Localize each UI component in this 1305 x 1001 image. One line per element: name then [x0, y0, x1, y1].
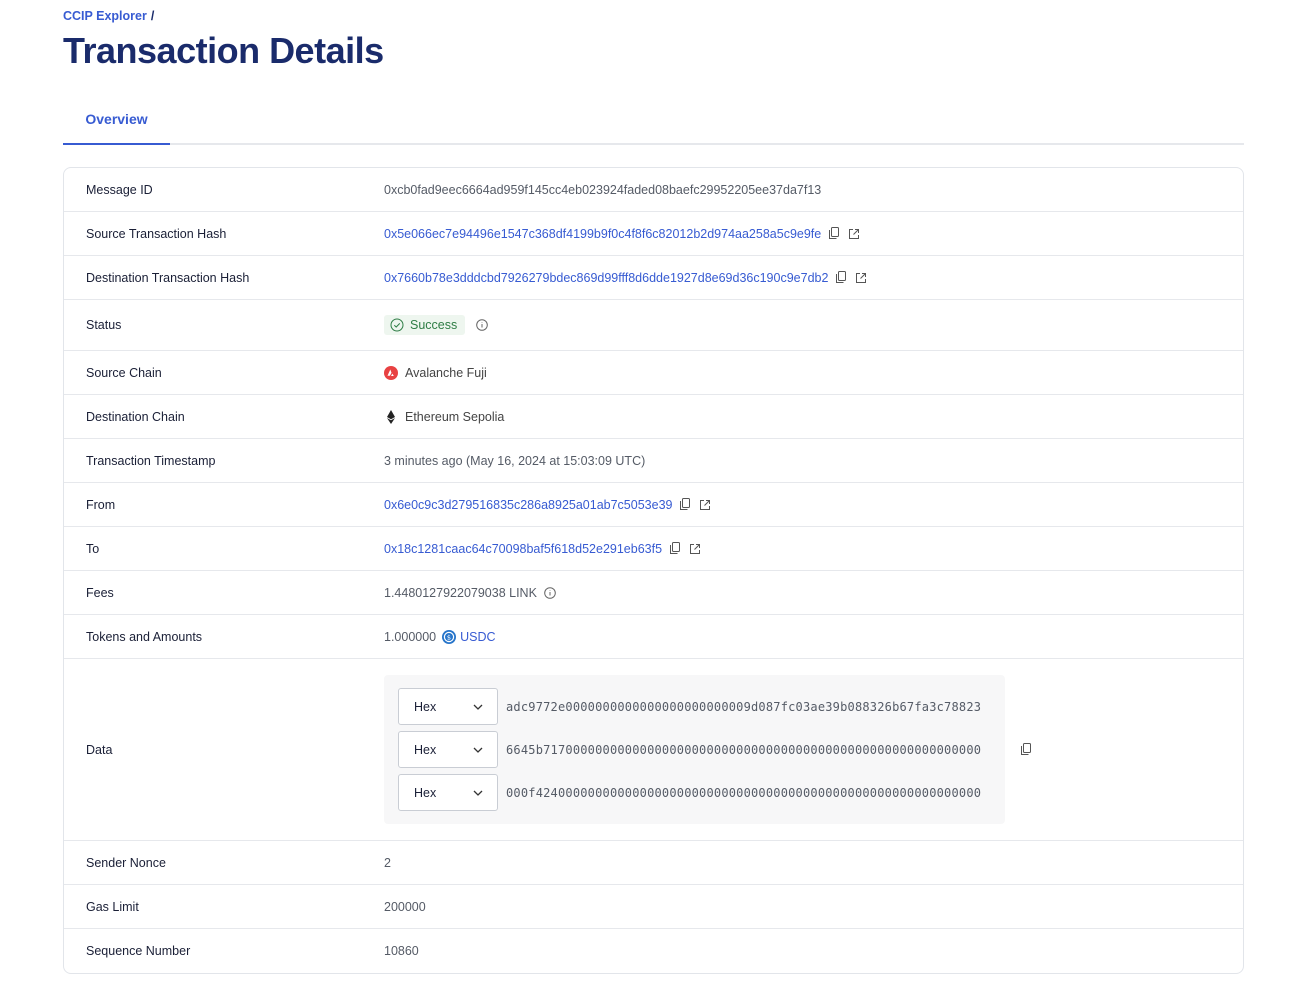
to-address-link[interactable]: 0x18c1281caac64c70098baf5f618d52e291eb63… — [384, 541, 663, 556]
token-symbol-link[interactable]: USDC — [460, 629, 496, 644]
label: Transaction Timestamp — [86, 453, 216, 468]
row-tokens: Tokens and Amounts 1.000000 $ USDC — [64, 615, 1243, 659]
row-message-id: Message ID 0xcb0fad9eec6664ad959f145cc4eb… — [64, 168, 1243, 212]
label: To — [86, 541, 100, 556]
format-label: Hex — [414, 742, 437, 757]
label: Source Chain — [86, 365, 162, 380]
page-title: Transaction Details — [63, 30, 384, 71]
breadcrumb: CCIP Explorer / — [63, 9, 154, 23]
tab-bar: Overview — [63, 100, 1244, 145]
data-hex: 6645b71700000000000000000000000000000000… — [506, 742, 982, 757]
dest-tx-link[interactable]: 0x7660b78e3dddcbd7926279bdec869d99fff8d6… — [384, 270, 829, 285]
nonce-value: 2 — [384, 855, 391, 870]
row-gas-limit: Gas Limit 200000 — [64, 885, 1243, 929]
info-icon[interactable] — [475, 318, 489, 332]
label: Gas Limit — [86, 899, 139, 914]
external-link-icon[interactable] — [854, 271, 868, 285]
check-circle-icon — [390, 318, 404, 332]
label: Destination Chain — [86, 409, 185, 424]
label: Message ID — [86, 182, 153, 197]
copy-icon[interactable] — [827, 227, 841, 241]
format-select[interactable]: Hex — [398, 774, 498, 811]
label: Sender Nonce — [86, 855, 166, 870]
data-hex: 000f424000000000000000000000000000000000… — [506, 785, 982, 800]
label: Sequence Number — [86, 944, 191, 958]
format-label: Hex — [414, 699, 437, 714]
copy-icon[interactable] — [678, 498, 692, 512]
external-link-icon[interactable] — [698, 498, 712, 512]
row-timestamp: Transaction Timestamp 3 minutes ago (May … — [64, 439, 1243, 483]
row-dest-tx: Destination Transaction Hash 0x7660b78e3d… — [64, 256, 1243, 300]
data-line: Hex 000f424000000000000000000000000000000… — [398, 774, 991, 811]
row-to: To 0x18c1281caac64c70098baf5f618d52e291eb… — [64, 527, 1243, 571]
token-amount: 1.000000 — [384, 629, 437, 644]
chevron-down-icon — [473, 704, 483, 710]
details-card: Message ID 0xcb0fad9eec6664ad959f145cc4eb… — [63, 167, 1244, 974]
format-select[interactable]: Hex — [398, 731, 498, 768]
chevron-down-icon — [473, 747, 483, 753]
svg-text:$: $ — [447, 633, 451, 641]
breadcrumb-ccip-explorer[interactable]: CCIP Explorer — [63, 9, 147, 23]
avalanche-icon — [384, 365, 398, 380]
label: From — [86, 497, 116, 512]
data-box: Hex adc9772e0000000000000000000000009d087… — [384, 675, 1005, 824]
label: Tokens and Amounts — [86, 629, 203, 644]
label: Data — [86, 742, 113, 757]
row-data: Data Hex adc9772e000000000000000000000000… — [64, 659, 1243, 841]
source-chain-name: Avalanche Fuji — [405, 365, 487, 380]
data-line: Hex 6645b71700000000000000000000000000000… — [398, 731, 991, 768]
breadcrumb-separator: / — [150, 9, 155, 23]
copy-icon[interactable] — [1019, 743, 1033, 757]
data-line: Hex adc9772e0000000000000000000000009d087… — [398, 688, 991, 725]
status-text: Success — [410, 318, 458, 332]
timestamp-value: 3 minutes ago (May 16, 2024 at 15:03:09 … — [384, 453, 646, 468]
label: Destination Transaction Hash — [86, 270, 250, 285]
tab-overview[interactable]: Overview — [63, 100, 170, 145]
row-from: From 0x6e0c9c3d279516835c286a8925a01ab7c5… — [64, 483, 1243, 527]
format-label: Hex — [414, 785, 437, 800]
copy-icon[interactable] — [834, 271, 848, 285]
usdc-icon: $ — [442, 629, 457, 644]
copy-icon[interactable] — [668, 542, 682, 556]
data-hex: adc9772e0000000000000000000000009d087fc0… — [506, 699, 982, 714]
ethereum-icon — [384, 409, 398, 424]
format-select[interactable]: Hex — [398, 688, 498, 725]
label: Status — [86, 318, 122, 332]
sequence-value: 10860 — [384, 944, 419, 958]
message-id-value: 0xcb0fad9eec6664ad959f145cc4eb023924fade… — [384, 182, 822, 197]
row-nonce: Sender Nonce 2 — [64, 841, 1243, 885]
fees-value: 1.4480127922079038 LINK — [384, 585, 537, 600]
source-tx-link[interactable]: 0x5e066ec7e94496e1547c368df4199b9f0c4f8f… — [384, 226, 822, 241]
info-icon[interactable] — [543, 586, 557, 600]
row-source-tx: Source Transaction Hash 0x5e066ec7e94496e… — [64, 212, 1243, 256]
row-fees: Fees 1.4480127922079038 LINK — [64, 571, 1243, 615]
external-link-icon[interactable] — [847, 227, 861, 241]
row-source-chain: Source Chain Avalanche Fuji — [64, 351, 1243, 395]
from-address-link[interactable]: 0x6e0c9c3d279516835c286a8925a01ab7c5053e… — [384, 497, 673, 512]
status-badge: Success — [384, 315, 466, 335]
row-status: Status Success — [64, 300, 1243, 351]
chevron-down-icon — [473, 790, 483, 796]
label: Fees — [86, 585, 114, 600]
label: Source Transaction Hash — [86, 226, 227, 241]
row-sequence: Sequence Number 10860 — [64, 929, 1243, 973]
external-link-icon[interactable] — [688, 542, 702, 556]
dest-chain-name: Ethereum Sepolia — [405, 409, 505, 424]
row-dest-chain: Destination Chain Ethereum Sepolia — [64, 395, 1243, 439]
gas-limit-value: 200000 — [384, 899, 426, 914]
